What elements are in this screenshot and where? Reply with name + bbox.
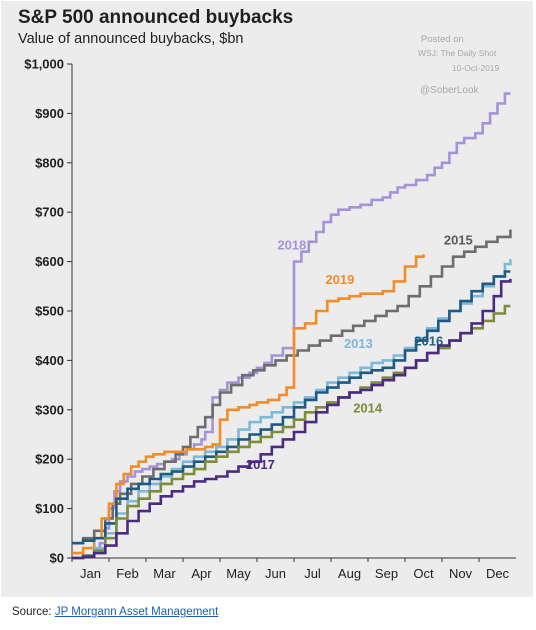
y-tick-label: $100 <box>35 501 64 516</box>
x-tick-label: Jan <box>80 566 101 581</box>
chart-panel: S&P 500 announced buybacks Value of anno… <box>1 1 533 597</box>
watermark-handle: @SoberLook <box>420 85 480 96</box>
series-line-2018 <box>72 92 511 560</box>
source-line: Source: JP Morgann Asset Management <box>12 606 218 618</box>
series-line-2019 <box>72 254 425 555</box>
x-tick-label: Mar <box>153 566 176 581</box>
series-label-2015: 2015 <box>444 232 473 247</box>
y-tick-label: $600 <box>35 254 64 269</box>
series-line-2013 <box>72 259 512 560</box>
y-tick-label: $800 <box>35 155 64 170</box>
chart-axes: $0 $100 $200 $300 $400 $500 $600 $700 $800 $900 $1… <box>24 57 516 581</box>
y-tick-label: $900 <box>35 106 64 121</box>
chart-title: S&P 500 announced buybacks <box>18 7 294 28</box>
chart-subtitle: Value of announced buybacks, $bn <box>18 31 244 47</box>
x-tick-label: Oct <box>413 566 434 581</box>
x-tick-label: Jul <box>304 566 321 581</box>
source-prefix: Source: <box>12 606 55 618</box>
watermark-date: 10-Oct-2019 <box>452 63 500 73</box>
series-label-2018: 2018 <box>277 237 306 252</box>
x-tick-label: Feb <box>116 566 138 581</box>
y-tick-label: $0 <box>50 551 64 566</box>
series-label-2013: 2013 <box>344 336 373 351</box>
source-link[interactable]: JP Morgann Asset Management <box>54 606 219 618</box>
x-tick-label: Jun <box>265 566 286 581</box>
y-tick-label: $700 <box>35 205 64 220</box>
x-tick-label: Nov <box>449 566 473 581</box>
y-tick-label: $200 <box>35 452 64 467</box>
y-tick-label: $300 <box>35 402 64 417</box>
x-tick-label: Sep <box>375 566 398 581</box>
series-label-2016: 2016 <box>414 334 443 349</box>
watermark-source: WSJ: The Daily Shot <box>418 48 497 58</box>
chart-series-group <box>72 92 512 560</box>
y-tick-label: $1,000 <box>24 57 64 72</box>
x-tick-label: May <box>226 566 251 581</box>
series-line-2016 <box>72 270 511 545</box>
y-tick-label: $400 <box>35 353 64 368</box>
series-label-2017: 2017 <box>246 457 275 472</box>
x-tick-label: Dec <box>486 566 510 581</box>
series-label-2019: 2019 <box>325 272 354 287</box>
x-tick-label: Aug <box>338 566 361 581</box>
series-line-2017 <box>72 278 512 560</box>
x-tick-label: Apr <box>191 566 212 581</box>
y-tick-label: $500 <box>35 304 64 319</box>
series-line-2015 <box>72 229 512 545</box>
chart-plot: $0 $100 $200 $300 $400 $500 $600 $700 $800 $900 $1… <box>24 34 516 581</box>
watermark: Posted on WSJ: The Daily Shot 10-Oct-2019 @… <box>418 34 500 96</box>
watermark-posted: Posted on <box>421 34 464 45</box>
series-label-2014: 2014 <box>353 400 383 415</box>
chart-series-labels: 2018 2019 2015 2013 2016 2014 2017 <box>246 232 473 472</box>
